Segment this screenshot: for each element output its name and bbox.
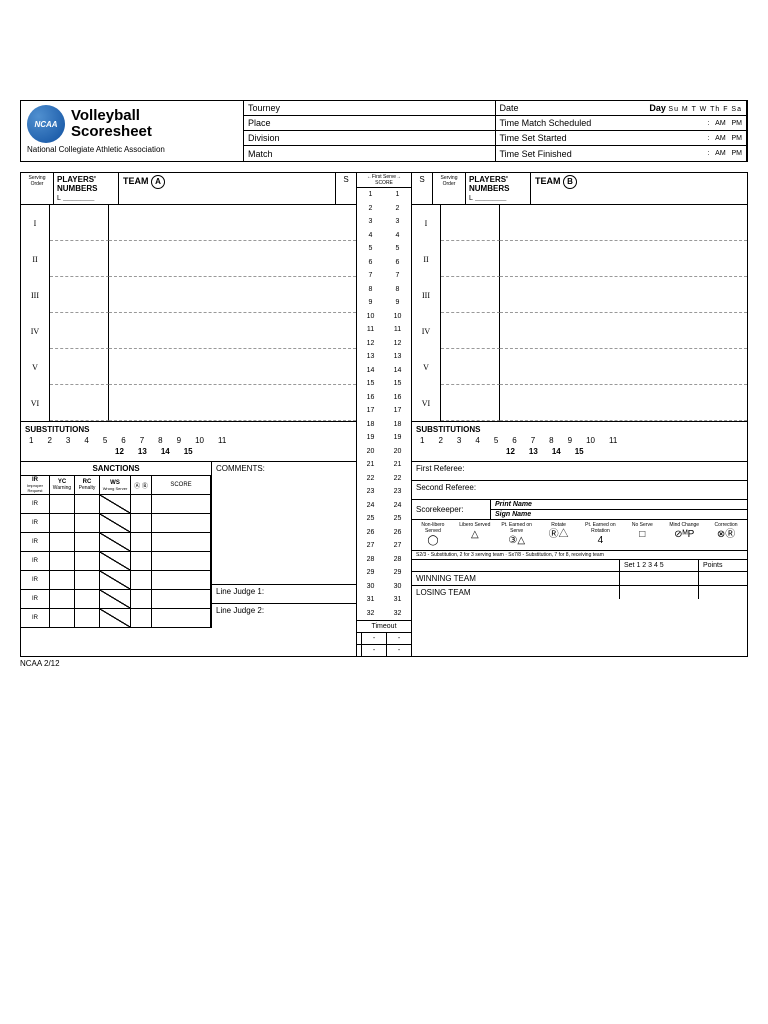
tourney-cell[interactable]: Tourney	[244, 101, 496, 116]
division-cell[interactable]: Division	[244, 131, 496, 146]
player-row[interactable]: V	[21, 349, 356, 385]
subtitle: National Collegiate Athletic Association	[27, 145, 237, 154]
subs-a: SUBSTITUTIONS 1234567891011 12131415	[21, 422, 356, 462]
ncaa-logo: NCAA	[27, 105, 65, 143]
scorekeeper-row[interactable]: Scorekeeper: Print NameSign Name	[412, 500, 747, 520]
main-grid: Serving Order PLAYERS' NUMBERSL _______ …	[20, 172, 748, 657]
points-label: Points	[699, 560, 747, 571]
players-numbers-b: PLAYERS' NUMBERSL _______	[466, 173, 531, 204]
player-row[interactable]: III	[21, 277, 356, 313]
player-row[interactable]: II	[412, 241, 747, 277]
serving-order-a: Serving Order	[21, 173, 54, 204]
subs-b: SUBSTITUTIONS 1234567891011 12131415	[412, 422, 747, 462]
player-row[interactable]: I	[412, 205, 747, 241]
sanctions-block: SANCTIONS IRImproper Request YCWarning R…	[21, 462, 211, 628]
sanction-row[interactable]: IR	[21, 533, 211, 552]
player-row[interactable]: I	[21, 205, 356, 241]
comments-block[interactable]: COMMENTS: Line Judge 1: Line Judge 2:	[211, 462, 356, 628]
first-referee[interactable]: First Referee:	[412, 462, 747, 481]
match-cell[interactable]: Match	[244, 146, 496, 161]
s-col-b: S	[412, 173, 433, 204]
player-row[interactable]: II	[21, 241, 356, 277]
sanction-row[interactable]: IR	[21, 571, 211, 590]
line-judge-2[interactable]: Line Judge 2:	[212, 603, 356, 622]
second-referee[interactable]: Second Referee:	[412, 481, 747, 500]
tms-cell[interactable]: Time Match Scheduled: AM PM	[496, 116, 748, 131]
player-row[interactable]: IV	[21, 313, 356, 349]
legend-note: S2/3 - Substitution, 2 for 3 serving tea…	[412, 551, 747, 560]
s-col-a: S	[335, 173, 356, 204]
sanction-row[interactable]: IR	[21, 495, 211, 514]
sanction-row[interactable]: IR	[21, 590, 211, 609]
team-b-block: S Serving Order PLAYERS' NUMBERSL ______…	[412, 173, 747, 656]
logo-box: NCAA VolleyballScoresheet National Colle…	[21, 101, 244, 161]
tss-cell[interactable]: Time Set Started: AM PM	[496, 131, 748, 146]
team-b-label: TEAM B	[531, 173, 747, 204]
footer: NCAA 2/12	[20, 659, 748, 668]
date-cell[interactable]: DateDay Su M T W Th F Sa	[496, 101, 748, 116]
timeout-row: Timeout	[357, 620, 411, 632]
legend: Non-libero Served◯Libero Served△Pt. Earn…	[412, 520, 747, 551]
player-row[interactable]: VI	[21, 385, 356, 421]
team-a-block: Serving Order PLAYERS' NUMBERSL _______ …	[21, 173, 356, 656]
info-grid: Tourney DateDay Su M T W Th F Sa Place T…	[244, 101, 747, 161]
team-a-label: TEAM A	[119, 173, 335, 204]
scoresheet: NCAA VolleyballScoresheet National Colle…	[20, 100, 748, 668]
player-row[interactable]: V	[412, 349, 747, 385]
players-numbers-a: PLAYERS' NUMBERSL _______	[54, 173, 119, 204]
serving-order-b: Serving Order	[433, 173, 466, 204]
player-row[interactable]: IV	[412, 313, 747, 349]
score-column: ←First Serve→SCORE 123456789101112131415…	[356, 173, 412, 656]
header: NCAA VolleyballScoresheet National Colle…	[20, 100, 748, 162]
winning-team-row[interactable]: WINNING TEAM	[412, 572, 747, 586]
sanction-row[interactable]: IR	[21, 609, 211, 628]
losing-team-row[interactable]: LOSING TEAM	[412, 586, 747, 599]
title: VolleyballScoresheet	[71, 108, 152, 141]
line-judge-1[interactable]: Line Judge 1:	[212, 584, 356, 603]
sanction-row[interactable]: IR	[21, 514, 211, 533]
place-cell[interactable]: Place	[244, 116, 496, 131]
player-row[interactable]: VI	[412, 385, 747, 421]
tsf-cell[interactable]: Time Set Finished: AM PM	[496, 146, 748, 161]
player-row[interactable]: III	[412, 277, 747, 313]
sanction-row[interactable]: IR	[21, 552, 211, 571]
set-label: Set 1 2 3 4 5	[620, 560, 699, 571]
